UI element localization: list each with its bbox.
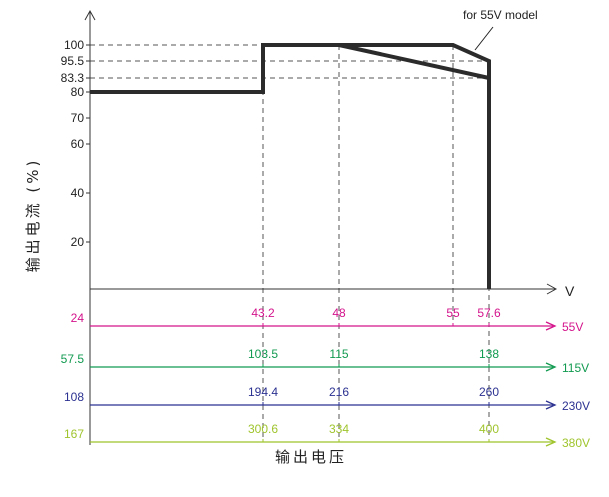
scale-tick-label: 43.2 — [251, 306, 275, 320]
scale-tick-label: 260 — [479, 385, 499, 399]
y-tick-label: 70 — [71, 111, 85, 125]
scale-start-label: 167 — [64, 427, 84, 441]
y-tick-label: 20 — [71, 235, 85, 249]
y-axis-arrow — [84, 9, 96, 21]
x-axis-unit: V — [565, 283, 575, 299]
scale-tick-label: 55 — [446, 306, 460, 320]
model-annotation: for 55V model — [463, 8, 538, 22]
scale-tick-label: 103.5 — [248, 347, 278, 361]
derating-curves — [90, 26, 494, 289]
derating-curve-2 — [338, 43, 490, 80]
scale-tick-label: 300.6 — [248, 422, 278, 436]
scale-model-label: 55V — [562, 320, 583, 334]
annotation-leader — [474, 26, 494, 51]
scale-arrow — [545, 437, 557, 447]
y-tick-label: 83.3 — [61, 71, 85, 85]
scale-tick-label: 115 — [329, 347, 348, 361]
scale-model-label: 115V — [562, 361, 589, 375]
scale-tick-label: 194.4 — [248, 385, 278, 399]
scale-row-230V: 108 194.4 216 260 230V — [64, 385, 590, 413]
scale-tick-label: 138 — [479, 347, 499, 361]
scale-arrow — [545, 400, 557, 410]
scale-start-label: 57.5 — [61, 352, 85, 366]
scale-arrow — [545, 321, 557, 331]
scale-tick-label: 57.6 — [477, 306, 501, 320]
scale-model-label: 230V — [562, 399, 590, 413]
scale-arrow — [545, 362, 557, 372]
y-tick-label: 95.5 — [61, 54, 85, 68]
x-axis-arrow — [546, 283, 558, 295]
y-tick-label: 40 — [71, 186, 85, 200]
chart-axes — [84, 9, 558, 445]
scale-model-label: 380V — [562, 436, 590, 450]
scale-row-380V: 167 300.6 334 400 380V — [64, 422, 590, 450]
scale-start-label: 24 — [71, 311, 85, 325]
scale-tick-label: 216 — [329, 385, 349, 399]
y-axis-label: 输出电流 (%) — [24, 158, 42, 273]
derating-curve-1 — [90, 43, 491, 289]
scale-tick-label: 334 — [329, 422, 349, 436]
y-tick-label: 100 — [64, 38, 84, 52]
scale-row-55V: 24 43.2 48 55 57.6 55V — [71, 306, 584, 334]
scale-row-115V: 57.5 103.5 115 138 115V — [61, 347, 590, 375]
scale-start-label: 108 — [64, 390, 84, 404]
scale-tick-label: 400 — [479, 422, 499, 436]
dashed-guide-lines — [90, 44, 490, 442]
y-tick-label: 80 — [71, 85, 85, 99]
x-axis-label: 输出电压 — [275, 448, 347, 466]
y-tick-label: 60 — [71, 137, 85, 151]
scale-tick-label: 48 — [332, 306, 346, 320]
